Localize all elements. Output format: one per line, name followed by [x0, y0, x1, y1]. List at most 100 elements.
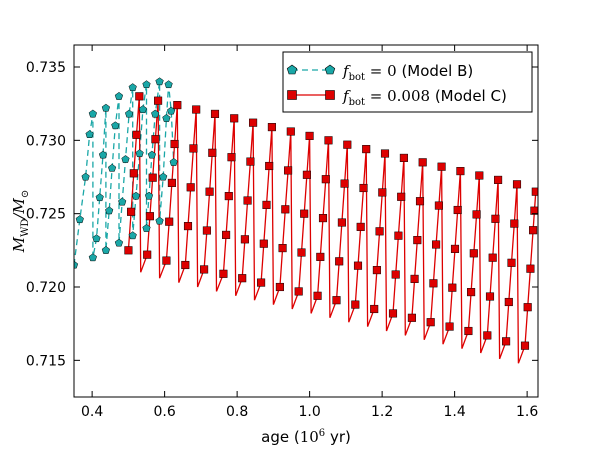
data-point-model-c [170, 139, 179, 149]
data-point-model-c [410, 274, 419, 283]
tick-layer: 0.4 0.6 0.8 1.0 1.2 1.4 1.6 0.715 0.720 0.725 0.73… [26, 45, 538, 420]
data-point-model-c [491, 214, 500, 223]
data-point-model-c [300, 209, 309, 218]
data-point-model-c [453, 205, 462, 215]
y-tick-label: 0.720 [26, 280, 66, 296]
data-point-model-c [391, 270, 400, 279]
data-point-model-c [483, 331, 492, 340]
y-axis-label: MWD/M⊙ [10, 190, 31, 253]
data-point-model-c [343, 140, 352, 149]
data-point-model-c [399, 153, 408, 162]
data-point-model-b [74, 260, 79, 269]
data-point-model-c [302, 170, 311, 179]
plot-frame [73, 44, 539, 398]
data-point-model-c [472, 210, 481, 219]
data-point-model-b [162, 113, 171, 122]
x-axis-label: age (106 yr) [261, 428, 351, 446]
data-point-model-c [173, 101, 182, 110]
data-point-model-b [159, 172, 168, 181]
legend: fbot = 0 (Model B) fbot = 0.008 (Model C… [282, 51, 533, 113]
data-point-model-c [375, 227, 384, 236]
data-point-model-c [162, 256, 171, 265]
data-point-model-c [531, 187, 538, 196]
x-tick-label: 1.2 [371, 404, 393, 420]
data-point-model-c [205, 187, 214, 196]
data-point-model-c [494, 175, 503, 184]
y-tick-label: 0.735 [26, 60, 66, 76]
data-point-model-c [124, 246, 133, 255]
data-point-model-c [186, 183, 195, 192]
legend-frame [282, 51, 533, 113]
data-point-model-c [448, 283, 457, 292]
data-point-model-b [85, 130, 94, 138]
y-tick-label: 0.730 [26, 133, 66, 149]
data-point-model-c [275, 282, 284, 292]
data-point-model-c [281, 205, 290, 214]
data-point-model-c [148, 173, 157, 182]
x-tick-label: 1.0 [298, 404, 320, 420]
data-point-model-b [101, 103, 110, 112]
data-point-model-c [520, 341, 530, 350]
data-point-model-b [151, 109, 160, 118]
x-tick-label: 1.6 [516, 404, 538, 420]
data-point-model-c [210, 109, 220, 118]
data-point-model-c [224, 192, 233, 201]
data-point-model-b [138, 105, 147, 114]
data-point-model-b [125, 109, 134, 118]
data-point-model-c [286, 127, 295, 136]
data-point-model-c [370, 304, 379, 314]
data-point-model-b [142, 223, 151, 232]
data-point-model-b [121, 155, 130, 163]
data-point-model-c [143, 250, 152, 259]
data-point-model-b [155, 77, 164, 86]
data-point-model-b [92, 234, 101, 243]
data-point-model-c [523, 303, 532, 312]
data-point-model-c [394, 231, 403, 240]
data-point-model-c [507, 258, 516, 267]
data-point-model-c [372, 266, 381, 275]
data-point-model-c [359, 183, 368, 193]
data-point-model-c [181, 260, 190, 270]
data-point-model-b [144, 191, 154, 200]
data-point-model-c [313, 291, 322, 300]
legend-marker-model-b [286, 64, 298, 75]
legend-label-model-c: fbot = 0.008 (Model C) [342, 87, 507, 108]
data-point-model-c [265, 161, 274, 171]
data-point-model-c [246, 157, 255, 166]
legend-entry-model-c: fbot = 0.008 (Model C) [287, 87, 507, 108]
data-point-model-c [388, 309, 398, 318]
data-point-model-c [219, 269, 228, 278]
data-point-model-b [118, 197, 127, 206]
data-point-model-c [132, 130, 141, 139]
plot-area [74, 77, 538, 364]
data-point-model-c [208, 148, 217, 157]
data-point-model-b [88, 253, 97, 262]
data-point-model-c [165, 217, 174, 226]
data-point-model-b [95, 193, 104, 202]
data-point-model-c [324, 136, 333, 145]
data-point-model-c [145, 212, 154, 221]
data-point-model-c [167, 178, 176, 187]
data-point-model-c [529, 226, 538, 235]
data-point-model-c [464, 326, 473, 336]
data-point-model-b [164, 80, 173, 89]
data-point-model-c [530, 206, 538, 215]
data-point-model-c [429, 279, 438, 288]
data-point-model-b [167, 106, 176, 115]
data-point-model-c [297, 248, 306, 257]
data-point-model-c [351, 300, 360, 309]
data-point-model-c [243, 196, 252, 205]
data-point-model-c [450, 244, 460, 253]
data-point-model-c [337, 218, 346, 227]
data-point-model-b [88, 109, 97, 118]
data-point-model-c [378, 188, 387, 197]
data-point-model-c [230, 114, 239, 123]
data-point-model-b [147, 150, 156, 159]
y-tick-label: 0.715 [26, 353, 66, 369]
y-tick-label: 0.725 [26, 207, 66, 223]
data-point-model-c [238, 274, 247, 283]
data-point-model-c [332, 296, 341, 305]
data-point-model-c [380, 149, 390, 158]
data-point-model-c [335, 257, 344, 266]
data-point-model-b [114, 91, 124, 100]
